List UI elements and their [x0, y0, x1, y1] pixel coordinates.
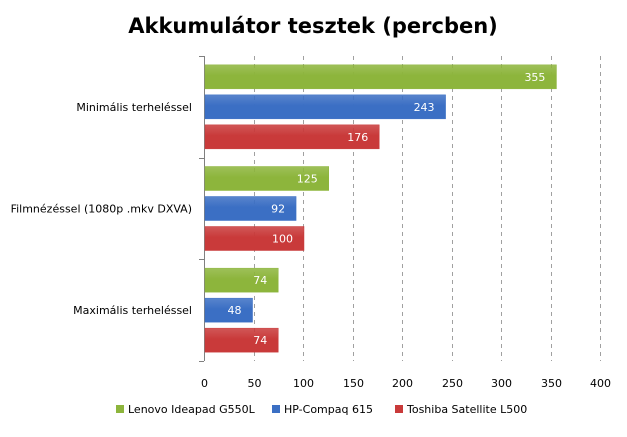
bar: [204, 64, 557, 90]
x-tick-labels: 0 50 100 150 200 250 300 350 400: [201, 377, 611, 390]
legend-label: Toshiba Satellite L500: [406, 403, 527, 416]
bar: [204, 267, 279, 293]
axes: [199, 56, 205, 362]
bar: [204, 327, 279, 353]
bar-value-label: 48: [228, 304, 242, 317]
bar: [204, 94, 446, 120]
bar: [204, 196, 297, 221]
bar-value-label: 355: [524, 71, 545, 84]
x-tick-label: 100: [293, 377, 314, 390]
category-label: Minimális terheléssel: [76, 101, 192, 114]
legend: Lenovo Ideapad G550L HP-Compaq 615 Toshiba…: [116, 403, 527, 416]
legend-label: HP-Compaq 615: [284, 403, 373, 416]
x-tick-label: 400: [590, 377, 611, 390]
x-tick-label: 150: [343, 377, 364, 390]
x-tick-label: 200: [392, 377, 413, 390]
bar-value-label: 74: [253, 274, 267, 287]
legend-swatch: [116, 405, 124, 413]
chart-title: Akkumulátor tesztek (percben): [128, 14, 498, 38]
category-label: Filmnézéssel (1080p .mkv DXVA): [11, 203, 192, 216]
legend-swatch: [395, 405, 403, 413]
x-tick-label: 50: [248, 377, 262, 390]
bar: [204, 226, 305, 251]
bars: 355 243 176 125 92 100 74 48 74: [204, 64, 557, 353]
bar-value-label: 74: [253, 334, 267, 347]
category-label: Maximális terheléssel: [73, 304, 192, 317]
x-tick-label: 0: [201, 377, 208, 390]
bar-value-label: 243: [414, 101, 435, 114]
legend-swatch: [272, 405, 280, 413]
bar: [204, 124, 380, 150]
x-tick-label: 300: [491, 377, 512, 390]
bar: [204, 166, 329, 191]
bar-value-label: 176: [347, 131, 368, 144]
legend-label: Lenovo Ideapad G550L: [128, 403, 256, 416]
bar-value-label: 100: [272, 233, 293, 246]
x-tick-label: 350: [541, 377, 562, 390]
bar-value-label: 125: [297, 173, 318, 186]
bar: [204, 297, 253, 323]
category-labels: Minimális terheléssel Filmnézéssel (1080p…: [11, 101, 192, 317]
x-tick-label: 250: [442, 377, 463, 390]
bar-value-label: 92: [271, 203, 285, 216]
